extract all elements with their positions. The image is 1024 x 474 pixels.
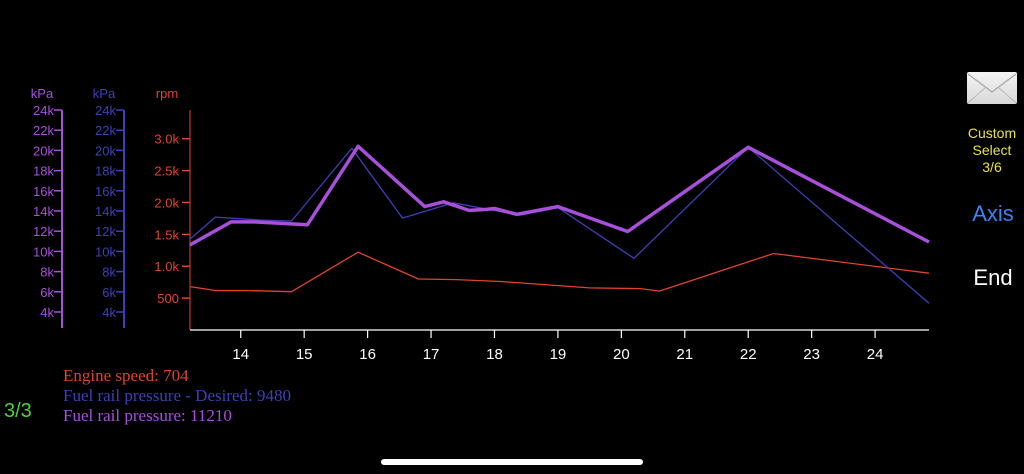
y-tick-label: 500 (157, 291, 179, 306)
legend: Engine speed: 704 Fuel rail pressure - D… (63, 366, 291, 426)
y-tick-label: 18k (33, 164, 54, 179)
legend-fuel-pressure: Fuel rail pressure: 11210 (63, 406, 232, 425)
envelope-icon (967, 73, 1017, 104)
y-tick-label: 1.0k (154, 259, 179, 274)
mail-button[interactable] (967, 72, 1017, 104)
legend-engine-speed: Engine speed: 704 (63, 366, 189, 385)
y-tick-label: 22k (33, 123, 54, 138)
y-tick-label: 2.5k (154, 164, 179, 179)
x-tick-label: 16 (359, 346, 376, 363)
custom-select-count: 3/6 (982, 159, 1002, 175)
y-tick-label: 8k (40, 265, 54, 280)
series-line (189, 251, 930, 293)
y-tick-label: 4k (40, 305, 54, 320)
y-tick-label: 24k (95, 103, 116, 118)
y-tick-label: 4k (102, 305, 116, 320)
axis-button[interactable]: Axis (972, 201, 1014, 226)
page-indicator: 3/3 (4, 400, 32, 422)
x-tick-label: 15 (296, 346, 313, 363)
x-tick-label: 21 (676, 346, 693, 363)
x-tick-label: 18 (486, 346, 503, 363)
home-indicator[interactable] (381, 459, 643, 465)
y-tick-label: 1.5k (154, 227, 179, 242)
series-line (189, 146, 930, 304)
y-tick-label: 10k (33, 244, 54, 259)
custom-select-button[interactable]: Custom Select 3/6 (950, 125, 1024, 176)
y-tick-label: 20k (33, 143, 54, 158)
x-tick-label: 24 (867, 346, 884, 363)
y-tick-label: 10k (95, 244, 116, 259)
y-axis-unit: kPa (93, 86, 116, 101)
select-label: Select (972, 142, 1012, 158)
y-tick-label: 12k (33, 224, 54, 239)
y-tick-label: 16k (95, 184, 116, 199)
x-tick-label: 17 (423, 346, 440, 363)
y-tick-label: 6k (40, 285, 54, 300)
y-tick-label: 6k (102, 285, 116, 300)
legend-fuel-desired: Fuel rail pressure - Desired: 9480 (63, 386, 292, 405)
y-axis-unit: kPa (31, 86, 54, 101)
y-tick-label: 12k (95, 224, 116, 239)
x-tick-label: 19 (550, 346, 567, 363)
y-axis-unit: rpm (156, 86, 178, 101)
custom-label: Custom (967, 125, 1017, 141)
y-tick-label: 22k (95, 123, 116, 138)
x-tick-label: 23 (803, 346, 820, 363)
x-tick-label: 22 (740, 346, 757, 363)
y-tick-label: 24k (33, 103, 54, 118)
y-tick-label: 8k (102, 265, 116, 280)
y-tick-label: 14k (95, 204, 116, 219)
y-tick-label: 16k (33, 184, 54, 199)
end-button[interactable]: End (973, 265, 1013, 290)
x-tick-label: 14 (232, 346, 249, 363)
y-tick-label: 18k (95, 164, 116, 179)
y-tick-label: 2.0k (154, 195, 179, 210)
x-tick-label: 20 (613, 346, 630, 363)
series-line (189, 144, 930, 247)
y-tick-label: 14k (33, 204, 54, 219)
y-tick-label: 20k (95, 143, 116, 158)
y-tick-label: 3.0k (154, 132, 179, 147)
